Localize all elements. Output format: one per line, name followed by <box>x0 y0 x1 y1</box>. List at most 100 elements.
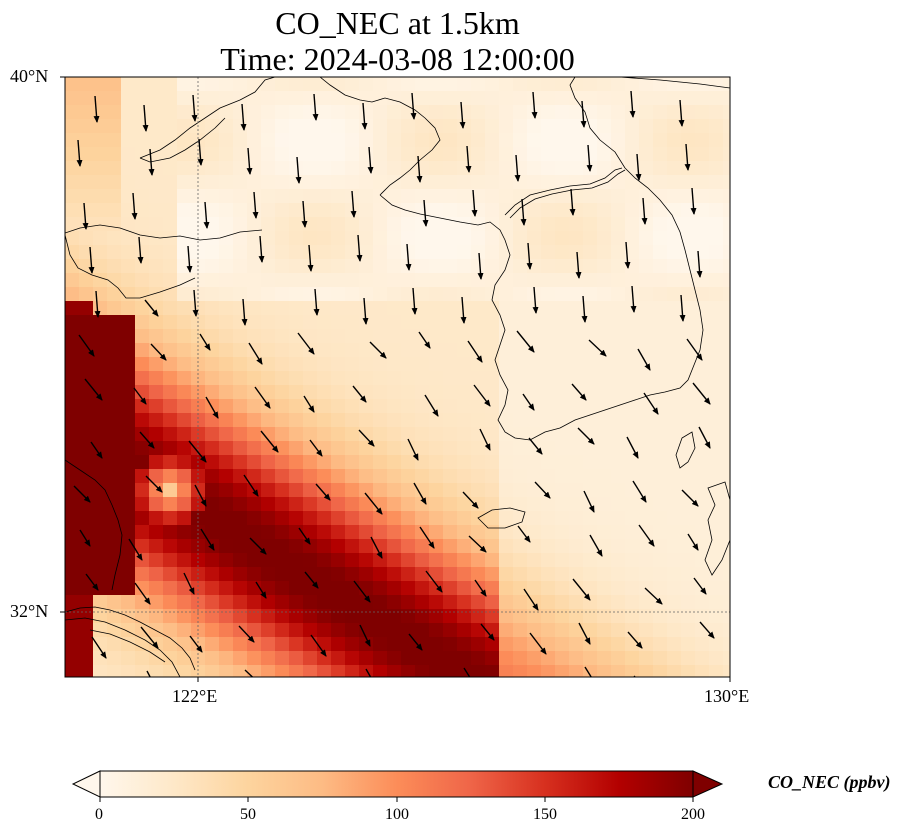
wind-arrow <box>255 581 267 599</box>
field-cell <box>457 385 472 400</box>
field-cell <box>219 175 234 190</box>
field-cell <box>359 483 374 498</box>
wind-arrow <box>186 245 193 273</box>
field-cell <box>681 217 696 232</box>
field-cell <box>135 371 150 386</box>
field-cell <box>205 399 220 414</box>
wind-arrow <box>199 333 211 351</box>
field-cell <box>121 385 136 400</box>
wind-arrow <box>350 190 357 218</box>
field-cell <box>723 91 730 106</box>
field-cell <box>597 357 612 372</box>
field-cell <box>485 623 500 638</box>
field-cell <box>723 231 730 246</box>
field-cell <box>135 203 150 218</box>
field-cell <box>569 301 584 316</box>
field-cell <box>275 623 290 638</box>
wind-arrow <box>238 625 255 643</box>
field-cell <box>79 637 94 652</box>
field-cell <box>79 455 94 470</box>
field-cell <box>541 77 556 92</box>
field-cell <box>667 371 682 386</box>
field-cell <box>723 609 730 624</box>
field-cell <box>485 567 500 582</box>
field-cell <box>163 427 178 442</box>
field-cell <box>303 175 318 190</box>
field-cell <box>667 217 682 232</box>
field-cell <box>667 259 682 274</box>
field-cell <box>289 413 304 428</box>
field-cell <box>65 273 80 288</box>
field-cell <box>359 189 374 204</box>
field-cell <box>149 371 164 386</box>
field-cell <box>443 651 458 666</box>
field-cell <box>359 455 374 470</box>
field-cell <box>597 483 612 498</box>
field-cell <box>513 455 528 470</box>
field-cell <box>219 245 234 260</box>
field-cell <box>247 497 262 512</box>
field-cell <box>401 175 416 190</box>
field-cell <box>177 413 192 428</box>
field-cell <box>65 259 80 274</box>
field-cell <box>583 231 598 246</box>
field-cell <box>233 105 248 120</box>
field-cell <box>583 343 598 358</box>
field-cell <box>639 371 654 386</box>
field-cell <box>93 189 108 204</box>
field-cell <box>443 539 458 554</box>
field-cell <box>247 231 262 246</box>
field-cell <box>499 623 514 638</box>
field-cell <box>471 343 486 358</box>
field-cell <box>317 511 332 526</box>
field-cell <box>233 77 248 92</box>
field-cell <box>373 91 388 106</box>
field-cell <box>345 133 360 148</box>
field-cell <box>569 525 584 540</box>
field-cell <box>219 301 234 316</box>
field-cell <box>121 189 136 204</box>
field-cell <box>471 203 486 218</box>
field-cell <box>709 343 724 358</box>
field-cell <box>597 385 612 400</box>
field-cell <box>597 427 612 442</box>
field-cell <box>107 357 122 372</box>
field-cell <box>163 441 178 456</box>
field-cell <box>303 595 318 610</box>
field-cell <box>121 623 136 638</box>
field-cell <box>331 105 346 120</box>
field-cell <box>149 595 164 610</box>
field-cell <box>401 399 416 414</box>
field-cell <box>639 497 654 512</box>
field-cell <box>471 245 486 260</box>
field-cell <box>233 357 248 372</box>
wind-arrow <box>463 667 471 677</box>
field-cell <box>107 301 122 316</box>
field-cell <box>275 301 290 316</box>
wind-arrow <box>411 287 418 315</box>
field-cell <box>485 343 500 358</box>
field-cell <box>275 147 290 162</box>
field-cell <box>177 357 192 372</box>
field-cell <box>359 259 374 274</box>
field-cell <box>317 637 332 652</box>
field-cell <box>443 77 458 92</box>
field-cell <box>261 455 276 470</box>
field-cell <box>625 77 640 92</box>
field-cell <box>653 371 668 386</box>
field-cell <box>135 665 150 677</box>
field-cell <box>485 189 500 204</box>
field-cell <box>261 189 276 204</box>
wind-arrow <box>88 246 95 274</box>
field-cell <box>611 385 626 400</box>
wind-arrow <box>241 298 248 326</box>
field-cell <box>121 301 136 316</box>
field-cell <box>177 441 192 456</box>
field-cell <box>723 357 730 372</box>
field-cell <box>93 469 108 484</box>
field-cell <box>345 539 360 554</box>
field-cell <box>555 567 570 582</box>
field-cell <box>569 231 584 246</box>
field-cell <box>93 245 108 260</box>
field-cell <box>569 357 584 372</box>
